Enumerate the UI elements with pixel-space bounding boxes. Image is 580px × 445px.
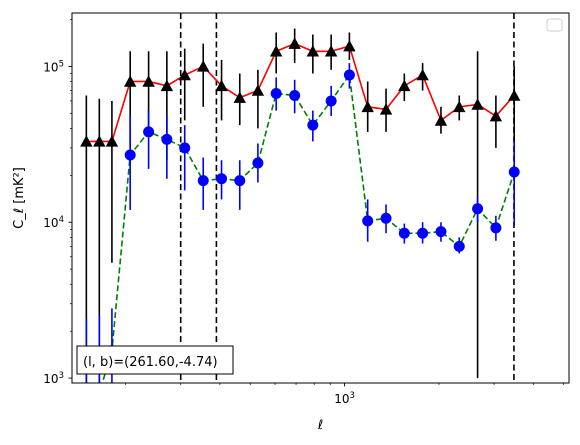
data-point-triangle <box>508 89 521 101</box>
data-point-circle <box>417 227 429 239</box>
data-point-circle <box>289 90 301 102</box>
data-point-triangle <box>93 135 106 147</box>
data-point-circle <box>143 126 155 138</box>
data-point-circle <box>270 87 282 99</box>
annotation-box <box>76 345 234 375</box>
series-markers <box>80 37 521 399</box>
data-point-circle <box>325 95 337 107</box>
data-point-circle <box>380 212 392 224</box>
legend-box <box>546 18 563 32</box>
data-point-triangle <box>453 100 466 113</box>
data-point-triangle <box>398 79 411 92</box>
data-point-triangle <box>178 68 191 81</box>
series-line <box>101 72 515 383</box>
data-point-triangle <box>324 45 338 57</box>
x-tick-label: 103 <box>334 391 355 406</box>
data-point-triangle <box>288 37 301 49</box>
data-point-circle <box>252 157 264 169</box>
vertical-reference-lines <box>179 13 515 383</box>
data-point-triangle <box>343 39 356 52</box>
data-point-circle <box>435 226 447 238</box>
data-point-circle <box>362 215 374 227</box>
axes: 103 103 104 105 ℓ C_ℓ [mK²] <box>12 12 570 433</box>
data-point-triangle <box>197 60 210 72</box>
annotation-text: (l, b)=(261.60,-4.74) <box>83 355 218 370</box>
plot-frame <box>71 12 570 384</box>
data-point-triangle <box>434 114 448 126</box>
legend <box>546 18 563 32</box>
data-point-circle <box>472 203 484 215</box>
data-point-circle <box>490 222 502 234</box>
annotation: (l, b)=(261.60,-4.74) <box>76 345 234 375</box>
data-point-circle <box>94 388 105 399</box>
data-point-circle <box>234 175 246 187</box>
data-point-circle <box>216 173 228 185</box>
data-point-triangle <box>489 109 503 122</box>
data-point-triangle <box>142 75 155 87</box>
data-point-triangle <box>471 98 484 110</box>
y-tick-label: 104 <box>43 215 64 230</box>
y-axis-label: C_ℓ [mK²] <box>12 167 27 229</box>
data-point-triangle <box>160 79 174 92</box>
data-point-triangle <box>233 91 246 103</box>
data-point-circle <box>398 227 410 239</box>
x-axis-label: ℓ <box>317 418 323 433</box>
data-point-circle <box>161 133 173 145</box>
data-point-circle <box>508 166 520 178</box>
data-point-circle <box>81 388 92 399</box>
data-point-triangle <box>123 75 137 87</box>
data-point-circle <box>197 175 209 187</box>
data-point-triangle <box>361 100 374 113</box>
data-point-circle <box>343 69 355 81</box>
y-tick-label: 103 <box>43 371 64 386</box>
data-point-triangle <box>80 135 93 147</box>
data-point-circle <box>124 149 136 161</box>
series-lines <box>86 42 515 383</box>
data-point-circle <box>179 142 191 154</box>
data-point-triangle <box>379 103 393 115</box>
data-point-triangle <box>251 84 265 96</box>
data-point-triangle <box>416 68 429 81</box>
data-point-triangle <box>306 45 320 57</box>
data-point-circle <box>453 240 465 252</box>
data-point-triangle <box>269 45 283 57</box>
data-point-triangle <box>215 79 228 92</box>
y-tick-label: 105 <box>43 59 64 74</box>
data-point-circle <box>307 119 319 131</box>
data-point-triangle <box>105 135 119 147</box>
